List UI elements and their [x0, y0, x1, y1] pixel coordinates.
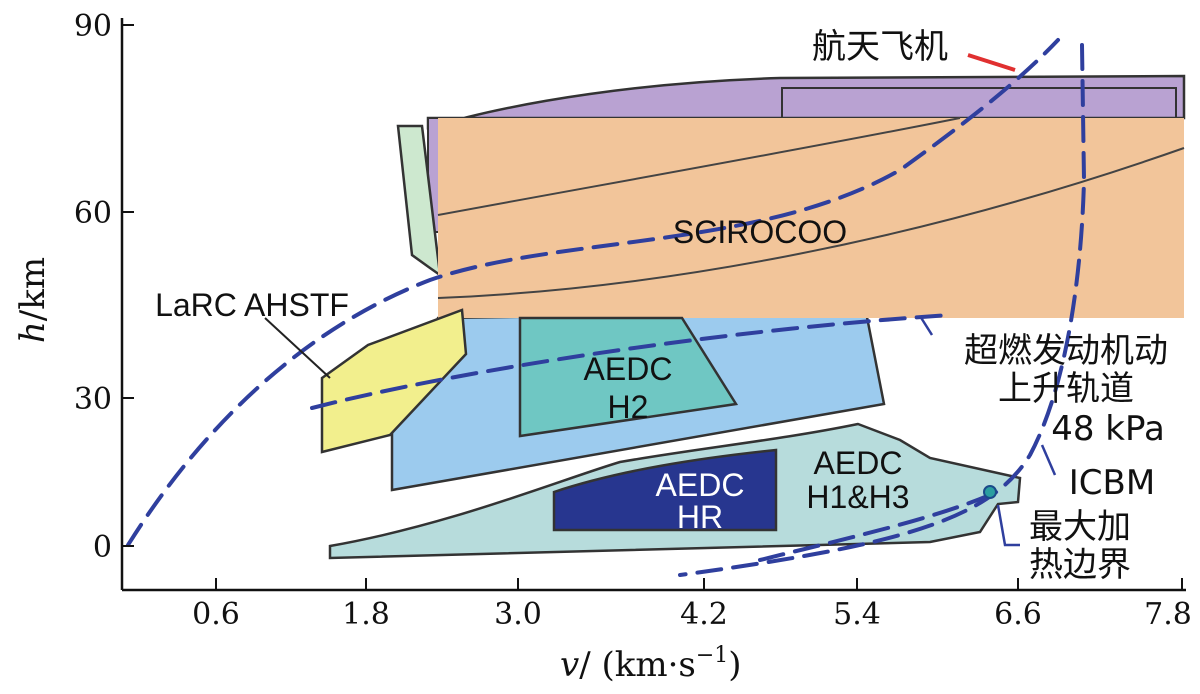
x-tick-label: 3.0 — [494, 597, 542, 632]
x-ticks — [215, 578, 1183, 590]
scirocoo-curve-upper — [437, 117, 961, 216]
icbm-trajectory — [678, 43, 1087, 577]
x-axis-label: v/ (km·s−1) — [560, 643, 742, 685]
space-shuttle-annotation: 航天飞机 — [812, 27, 948, 67]
max-heat-leader — [996, 504, 1020, 547]
scirocoo-label: SCIROCOO — [673, 214, 847, 250]
scramjet-annotation-line1: 超燃发动机动 — [964, 331, 1168, 371]
aedc-h2-label-line2: H2 — [608, 389, 649, 425]
aedc-hr-region — [552, 448, 778, 532]
x-tick-label: 4.2 — [680, 597, 728, 632]
scramjet-leader — [918, 315, 934, 336]
x-tick-label: 1.8 — [342, 597, 390, 632]
scramjet-ascent-trajectory — [310, 313, 952, 410]
scirocoo-region — [438, 118, 1184, 318]
y-tick-label: 60 — [74, 196, 112, 231]
x-tick-label: 6.6 — [994, 597, 1042, 632]
aedc-hr-label-line2: HR — [677, 499, 723, 535]
scramjet-annotation-line3: 48 kPa — [1051, 409, 1165, 449]
max-heating-point — [983, 485, 997, 499]
x-tick-label: 0.6 — [192, 597, 240, 632]
larc-ahstf-label: LaRC AHSTF — [155, 287, 349, 323]
x-tick-label: 7.8 — [1144, 597, 1192, 632]
max-heating-boundary — [758, 493, 992, 562]
larc-ahstf-region — [320, 308, 468, 454]
aedc-h2-region — [518, 316, 739, 438]
aedc-h2-label-line1: AEDC — [584, 351, 673, 387]
shuttle-arrow-leader — [967, 53, 1016, 72]
larc-leader — [264, 317, 331, 379]
aedc-hr-label-line1: AEDC — [656, 467, 745, 503]
aedc-h1h3-label-line2: H1&H3 — [806, 479, 909, 515]
icbm-leader — [1040, 444, 1057, 476]
space-shuttle-trajectory — [126, 38, 1060, 547]
x-tick-label: 5.4 — [833, 597, 881, 632]
light-green-region — [396, 124, 442, 278]
y-tick-label: 90 — [74, 9, 112, 44]
y-axis-label: h/km — [13, 257, 53, 343]
max-heating-annotation-line2: 热边界 — [1029, 545, 1131, 585]
y-ticks — [122, 24, 134, 547]
scramjet-annotation-line2: 上升轨道 — [998, 369, 1134, 409]
y-tick-label: 30 — [74, 382, 112, 417]
aedc-h1h3-label-line1: AEDC — [814, 445, 903, 481]
icbm-annotation: ICBM — [1069, 463, 1155, 503]
max-heating-annotation-line1: 最大加 — [1029, 507, 1131, 547]
scirocoo-curve-lower — [437, 147, 1185, 299]
y-tick-label: 0 — [93, 530, 112, 565]
